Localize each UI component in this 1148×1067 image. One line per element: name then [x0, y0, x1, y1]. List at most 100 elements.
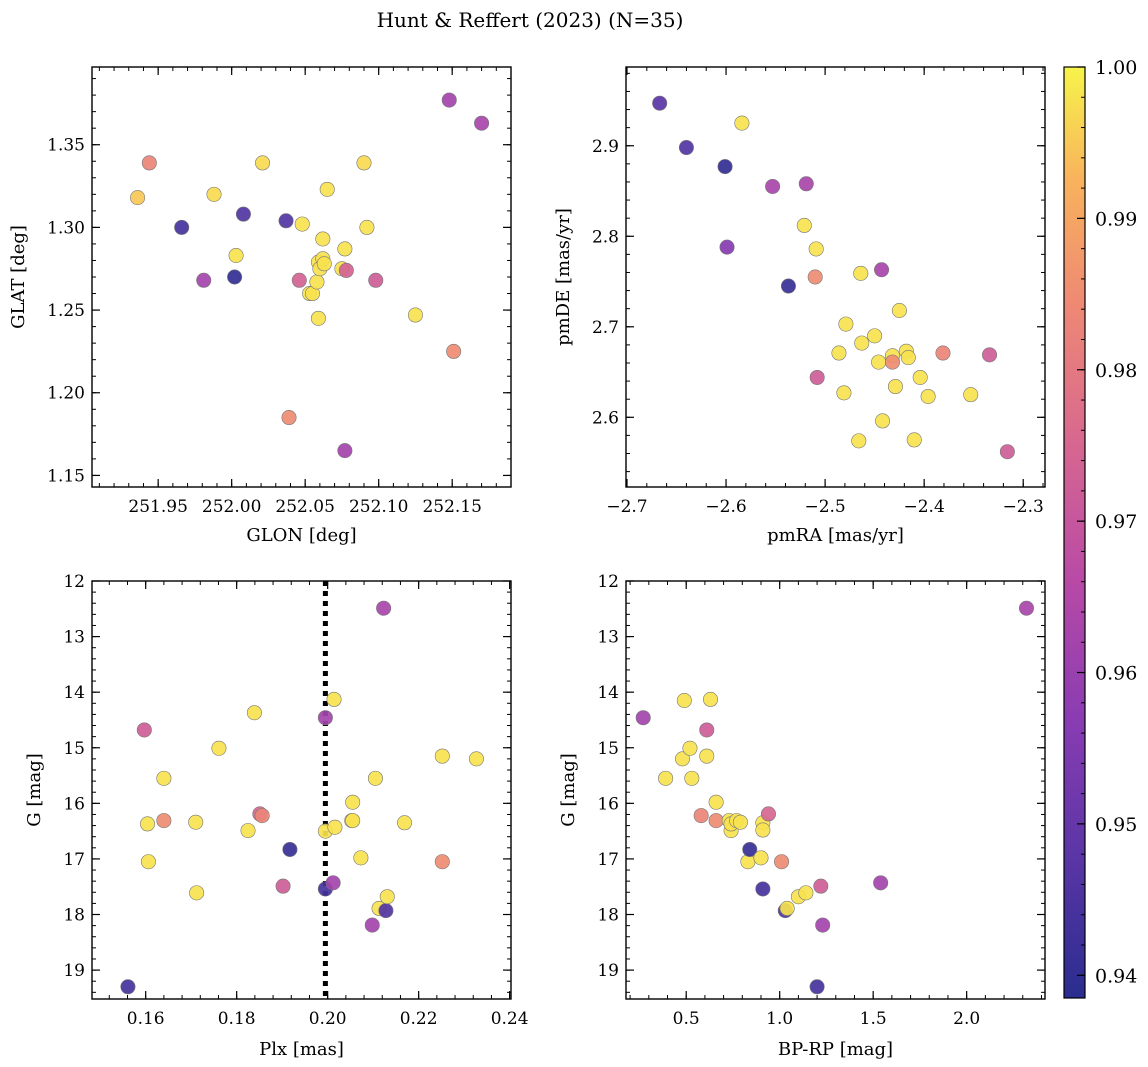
scatter-point: [682, 740, 698, 756]
x-axis-label: BP-RP [mag]: [778, 1039, 893, 1060]
x-tick-label: 252.00: [202, 497, 261, 517]
colorbar-tick-label: 0.96: [1095, 663, 1137, 685]
scatter-point: [240, 823, 256, 839]
axes-frame: [91, 66, 512, 488]
y-tick-label: 13: [597, 628, 619, 648]
scatter-point: [678, 140, 694, 156]
major-ticks: [92, 67, 511, 487]
colorbar-tick-label: 0.98: [1095, 360, 1137, 382]
y-tick-label: 1.20: [47, 384, 85, 404]
y-tick-label: 19: [63, 961, 85, 981]
scatter-point: [120, 979, 136, 995]
scatter-point: [875, 413, 891, 429]
scatter-point: [676, 693, 692, 709]
x-tick-label: 251.95: [128, 497, 187, 517]
scatter-point: [353, 850, 369, 866]
y-tick-label: 14: [597, 683, 619, 703]
scatter-point: [1018, 600, 1034, 616]
scatter-point: [755, 881, 771, 897]
y-tick-label: 1.25: [47, 301, 85, 321]
y-tick-label: 15: [63, 739, 85, 759]
scatter-point: [891, 302, 907, 318]
scatter-point: [734, 115, 750, 131]
x-tick-label: −2.7: [606, 497, 647, 517]
y-tick-label: 17: [63, 850, 85, 870]
scatter-point: [196, 272, 212, 288]
scatter-point: [379, 889, 395, 905]
scatter-point: [982, 347, 998, 363]
scatter-point: [652, 95, 668, 111]
scatter-point: [206, 186, 222, 202]
x-tick-label: −2.4: [904, 497, 945, 517]
scatter-point: [156, 813, 172, 829]
colorbar-tick-label: 0.99: [1095, 208, 1137, 230]
scatter-point: [275, 878, 291, 894]
y-tick-label: 1.35: [47, 136, 85, 156]
scatter-point: [211, 740, 227, 756]
colorbar-tick-label: 0.94: [1095, 965, 1137, 987]
y-tick-label: 16: [597, 794, 619, 814]
scatter-points: [652, 95, 1015, 460]
scatter-point: [760, 806, 776, 822]
scatter-point: [345, 794, 361, 810]
x-tick-label: 252.15: [422, 497, 481, 517]
colorbar-tick-label: 0.97: [1095, 511, 1137, 533]
scatter-point: [254, 808, 270, 824]
x-tick-label: 0.24: [491, 1009, 529, 1029]
scatter-point: [356, 155, 372, 171]
x-tick-label: 252.05: [275, 497, 334, 517]
scatter-point: [281, 410, 297, 426]
axes-frame: [625, 580, 1046, 1000]
scatter-point: [446, 343, 462, 359]
scatter-point: [130, 190, 146, 206]
x-tick-label: 0.20: [309, 1009, 347, 1029]
scatter-point: [317, 710, 333, 726]
scatter-point: [141, 155, 157, 171]
scatter-point: [658, 770, 674, 786]
scatter-point: [368, 272, 384, 288]
y-tick-label: 2.8: [592, 227, 619, 247]
x-tick-label: 0.16: [127, 1009, 165, 1029]
scatter-point: [441, 92, 457, 108]
scatter-point: [920, 388, 936, 404]
scatter-point: [189, 885, 205, 901]
x-tick-label: 1.5: [860, 1009, 887, 1029]
scatter-point: [867, 328, 883, 344]
scatter-point: [282, 841, 298, 857]
scatter-point: [468, 751, 484, 767]
y-tick-label: 1.30: [47, 218, 85, 238]
scatter-point: [703, 691, 719, 707]
scatter-point: [255, 155, 271, 171]
axes-frame: [91, 580, 512, 1000]
scatter-point: [434, 854, 450, 870]
scatter-point: [807, 269, 823, 285]
scatter-point: [378, 903, 394, 919]
scatter-point: [717, 159, 733, 175]
scatter-point: [755, 822, 771, 838]
scatter-point: [474, 115, 490, 131]
scatter-point: [315, 231, 331, 247]
y-tick-label: 2.9: [592, 137, 619, 157]
scatter-point: [798, 885, 814, 901]
x-tick-label: 0.22: [400, 1009, 438, 1029]
colorbar-gradient: [1063, 66, 1086, 999]
x-tick-label: 0.18: [218, 1009, 256, 1029]
y-tick-label: 16: [63, 794, 85, 814]
x-axis-label: Plx [mas]: [259, 1039, 344, 1060]
scatter-point: [156, 770, 172, 786]
scatter-point: [732, 814, 748, 830]
scatter-point: [174, 219, 190, 235]
x-tick-label: 1.0: [766, 1009, 793, 1029]
scatter-point: [338, 262, 354, 278]
y-tick-label: 17: [597, 850, 619, 870]
scatter-point: [854, 335, 870, 351]
x-tick-label: −2.5: [804, 497, 845, 517]
scatter-point: [808, 241, 824, 257]
y-tick-label: 12: [597, 572, 619, 592]
scatter-point: [887, 379, 903, 395]
scatter-point: [813, 878, 829, 894]
scatter-point: [319, 181, 335, 197]
scatter-points: [120, 600, 484, 995]
scatter-point: [719, 239, 735, 255]
